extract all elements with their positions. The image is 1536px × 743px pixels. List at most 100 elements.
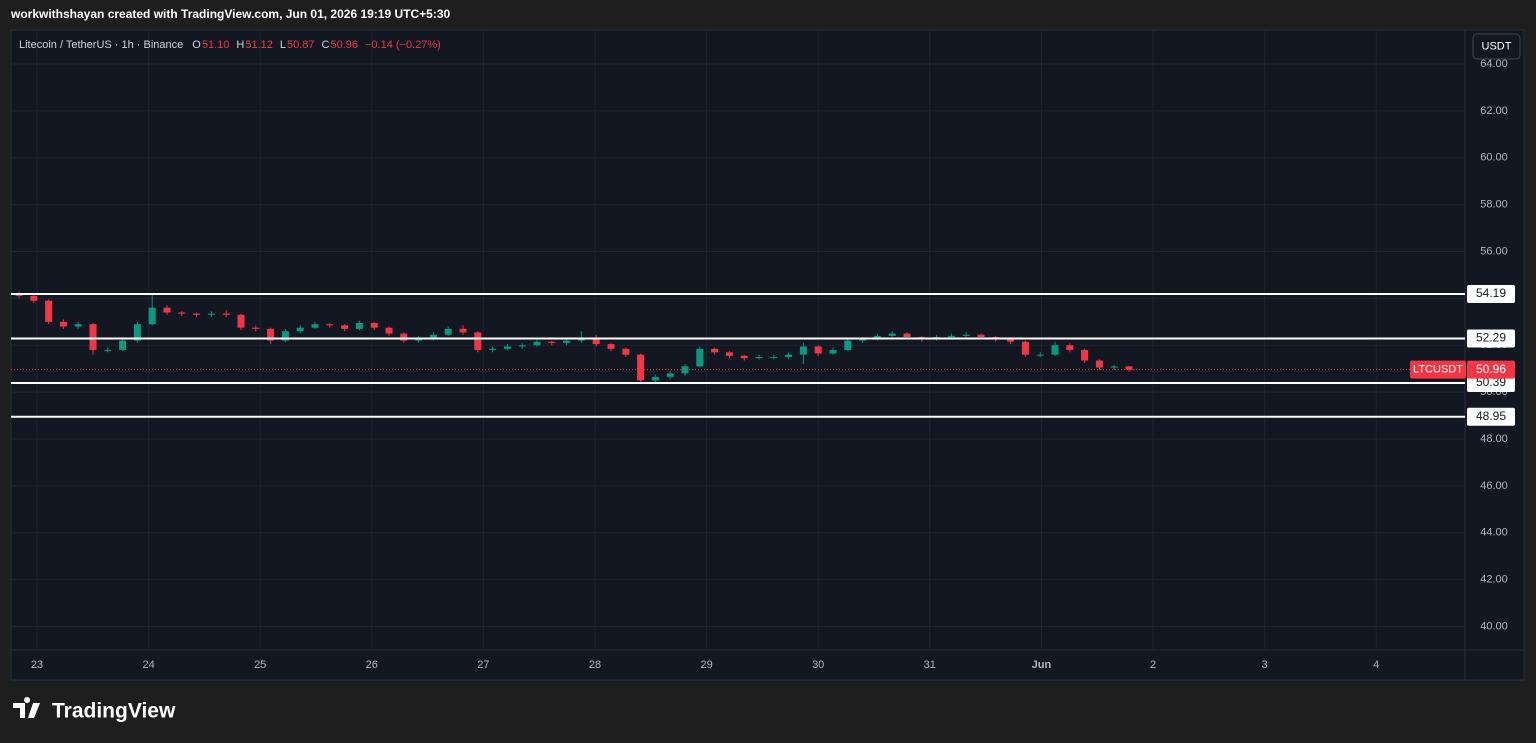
candle-body [89,324,97,350]
legend-high: 51.12 [245,39,273,51]
candle-body [888,333,896,336]
candle-body [607,344,615,349]
x-tick-label: 28 [589,659,601,671]
candle-body [74,324,82,327]
x-tick-label: 31 [924,659,936,671]
level-label: 54.19 [1476,286,1506,300]
currency-label: USDT [1482,40,1512,52]
y-tick-label: 62.00 [1480,105,1508,117]
overlay: 54.19 52.29 50.39 48.95 LTCUSDT 50.96 [11,284,1515,426]
caption: workwithshayan created with TradingView.… [10,7,450,21]
level-label: 48.95 [1476,409,1506,423]
candle-body [237,314,245,328]
currency-button[interactable] [1472,33,1521,60]
chart-pane [10,29,1525,681]
level-label: 52.29 [1476,331,1506,345]
legend-open-key: O [192,39,201,51]
candle-body [400,333,408,341]
candle-body [681,366,689,374]
candle-body [385,327,393,334]
candle-body [711,348,719,353]
level-label: 50.39 [1476,375,1506,389]
x-tick-label: 29 [700,659,712,671]
candle-body [133,324,141,341]
candle-body [755,356,763,359]
brand-name: TradingView [52,700,176,723]
candle-body [1021,341,1029,355]
candle-body [637,354,645,381]
candle-body [785,354,793,357]
candle-body [533,341,541,346]
candle-body [341,325,349,329]
candle-body [799,346,807,355]
legend: Litecoin / TetherUS · 1h · Binance O 51.10… [19,39,441,51]
x-tick-label: 3 [1262,659,1268,671]
x-tick-label: 26 [366,659,378,671]
candle-body [725,352,733,356]
last-price-label: 50.96 [1476,362,1506,376]
candle-body [252,327,260,329]
candle-body [947,335,955,338]
x-tick-label: 27 [477,659,489,671]
x-tick-label: 4 [1373,659,1379,671]
candle-body [592,338,600,345]
y-tick-label: 56.00 [1480,245,1508,257]
legend-low: 50.87 [287,39,315,51]
legend-close-key: C [322,39,330,51]
candle-body [193,313,201,315]
candle-body [59,321,67,327]
candle-body [1081,349,1089,361]
x-tick-label: 24 [142,659,154,671]
legend-low-key: L [280,39,286,51]
candle-body [622,348,630,355]
x-tick-label: Jun [1032,659,1052,671]
candle-body [281,331,289,341]
candle-body [267,328,275,341]
candle-body [207,313,215,315]
y-tick-label: 44.00 [1480,527,1508,539]
candle-body [326,324,334,326]
ticker-tag [1410,360,1466,379]
candle-body [844,340,852,350]
candle-body [459,328,467,333]
candle-body [429,334,437,339]
legend-high-key: H [236,39,244,51]
level-tag [1467,284,1515,303]
candle-body [355,323,363,329]
legend-change: −0.14 (−0.27%) [365,39,441,51]
legend-close: 50.96 [330,39,358,51]
candle-body [148,307,156,325]
logo-icon [13,697,40,718]
candle-body [45,300,53,322]
y-tick-label: 46.00 [1480,480,1508,492]
candle-body [859,339,867,341]
candle-body [1110,366,1118,368]
candle-body [814,346,822,354]
candle-body [962,334,970,336]
x-tick-label: 2 [1150,659,1156,671]
candle-body [503,346,511,349]
candle-body [548,341,556,343]
candle-body [1066,345,1074,350]
last-price-tag [1467,360,1515,379]
y-tick-label: 42.00 [1480,574,1508,586]
candle-body [1125,366,1133,370]
candle-body [222,313,230,315]
candle-body [119,340,127,350]
candle-body [666,373,674,377]
candle-body [163,307,171,313]
candle-body [740,355,748,359]
candle-body [563,340,571,343]
y-tick-label: 60.00 [1480,152,1508,164]
x-tick-label: 23 [31,659,43,671]
candle-body [178,312,186,314]
candle-body [370,323,378,328]
x-tick-label: 30 [812,659,824,671]
candle-body [1095,360,1103,368]
candle-body [296,327,304,332]
ticker-label: LTCUSDT [1413,364,1463,376]
candle-body [474,332,482,350]
candle-body [518,345,526,347]
